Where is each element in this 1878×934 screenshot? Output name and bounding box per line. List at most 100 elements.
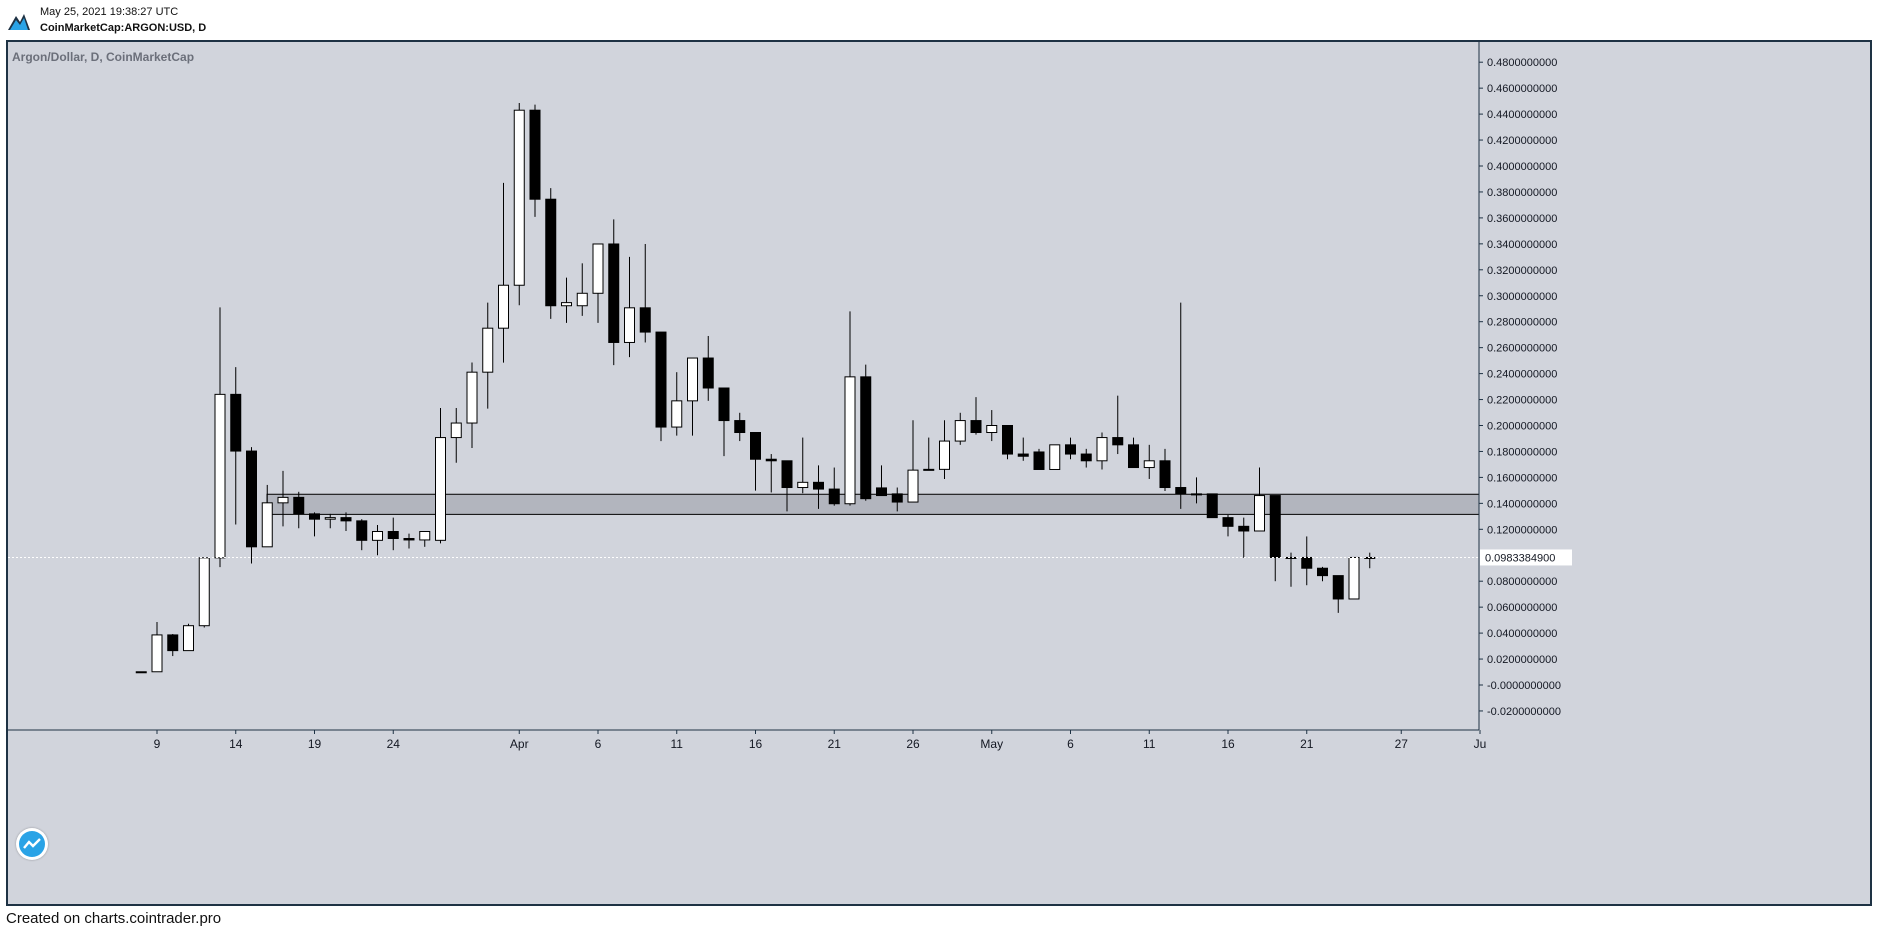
candle-body (261, 502, 273, 548)
y-tick-label: -0.0200000000 (1487, 706, 1561, 718)
y-tick-label: 0.1200000000 (1487, 524, 1557, 536)
candle-body (372, 531, 383, 541)
y-tick-label: 0.3000000000 (1487, 291, 1557, 303)
tradingview-icon (19, 831, 45, 857)
candle-body (1317, 567, 1328, 577)
candle-body (214, 393, 226, 559)
candle-body (813, 481, 824, 490)
candle-body (624, 307, 635, 343)
y-tick-label: 0.5000000000 (1487, 42, 1557, 43)
candle-body (1222, 517, 1234, 527)
candle-body (671, 400, 683, 428)
y-tick-label: 0.4000000000 (1487, 161, 1557, 173)
x-tick-label: 14 (229, 737, 243, 751)
candle-body (750, 432, 761, 460)
candle-body (1206, 493, 1218, 519)
candle-body (309, 513, 320, 520)
x-tick-label: 9 (154, 737, 161, 751)
candle-body (1285, 556, 1297, 559)
candle-body (1301, 556, 1313, 569)
candle-body (1254, 495, 1265, 532)
tradingview-badge[interactable] (16, 828, 48, 860)
candle-body (844, 376, 856, 505)
candle-body (561, 302, 572, 307)
candle-body (151, 634, 163, 673)
last-price-label: 0.0983384900 (1485, 552, 1555, 564)
candle-body (198, 557, 210, 627)
candle-body (1096, 437, 1108, 462)
candle-body (828, 488, 840, 505)
candle-body (876, 487, 887, 497)
candlestick-chart[interactable]: 0.5000000000 0.4800000000 0.4600000000 0.44… (8, 42, 1870, 904)
y-tick-label: 0.4600000000 (1487, 83, 1557, 95)
y-tick-label: 0.4400000000 (1487, 109, 1557, 121)
candle-body (970, 420, 982, 434)
candle-body (1191, 493, 1202, 496)
y-tick-label: 0.0800000000 (1487, 576, 1557, 588)
candle-body (450, 422, 462, 439)
y-tick-label: 0.3200000000 (1487, 265, 1557, 277)
candle-body (387, 531, 399, 540)
candle-body (230, 393, 242, 452)
x-tick-label: 16 (1221, 737, 1235, 751)
candle-body (781, 460, 793, 489)
candle-body (1143, 460, 1155, 469)
x-tick-label: 6 (1067, 737, 1074, 751)
candle-body (939, 440, 950, 470)
y-tick-label: 0.3800000000 (1487, 187, 1557, 199)
x-tick-label: 21 (1300, 737, 1314, 751)
candle-body (986, 425, 998, 434)
candle-body (860, 376, 872, 500)
candle-body (687, 357, 698, 402)
candle-body (324, 517, 336, 520)
footer-credit: Created on charts.cointrader.pro (6, 910, 222, 927)
x-tick-label: 11 (1143, 737, 1156, 751)
y-tick-label: 0.2800000000 (1487, 317, 1557, 329)
candle-body (1065, 444, 1076, 455)
candle-body (702, 357, 714, 389)
candle-body (797, 481, 809, 489)
candle-body (1238, 525, 1250, 532)
y-tick-label: 0.0600000000 (1487, 602, 1557, 614)
x-tick-label: May (980, 737, 1003, 751)
x-tick-label: Ju (1474, 737, 1487, 751)
x-tick-label: Apr (510, 737, 529, 751)
y-tick-label: 0.3400000000 (1487, 239, 1557, 251)
candle-body (718, 387, 730, 422)
candle-body (639, 307, 651, 333)
candle-body (1080, 453, 1092, 462)
candle-body (340, 517, 352, 522)
candle-body (545, 198, 557, 307)
candle-body (246, 450, 257, 548)
candle-body (891, 493, 903, 503)
candle-body (419, 531, 431, 541)
candle-body (1017, 453, 1029, 457)
candle-body (1159, 460, 1171, 489)
x-tick-label: 11 (671, 737, 684, 751)
y-tick-label: 0.4800000000 (1487, 57, 1557, 69)
candle-body (1269, 495, 1281, 558)
y-tick-label: 0.2000000000 (1487, 421, 1557, 433)
candle-body (293, 496, 305, 515)
candle-body (482, 327, 494, 373)
x-tick-label: 26 (906, 737, 920, 751)
candle-body (1033, 451, 1045, 470)
candle-body (608, 243, 620, 343)
cointrader-logo-icon (8, 14, 30, 30)
y-tick-label: 0.4200000000 (1487, 135, 1557, 147)
candle-body (529, 109, 541, 200)
x-tick-label: 21 (828, 737, 842, 751)
candle-body (734, 420, 746, 434)
x-tick-label: 6 (595, 737, 602, 751)
y-tick-label: 0.1800000000 (1487, 446, 1557, 458)
candle-body (513, 109, 525, 286)
candle-body (1348, 556, 1360, 600)
candle-body (907, 469, 919, 503)
y-tick-label: 0.2600000000 (1487, 343, 1557, 355)
candle-body (167, 634, 179, 652)
x-tick-label: 19 (308, 737, 322, 751)
chart-frame (6, 40, 1872, 906)
candle-body (576, 292, 588, 307)
candle-body (1332, 575, 1344, 600)
y-tick-label: 0.0400000000 (1487, 628, 1557, 640)
